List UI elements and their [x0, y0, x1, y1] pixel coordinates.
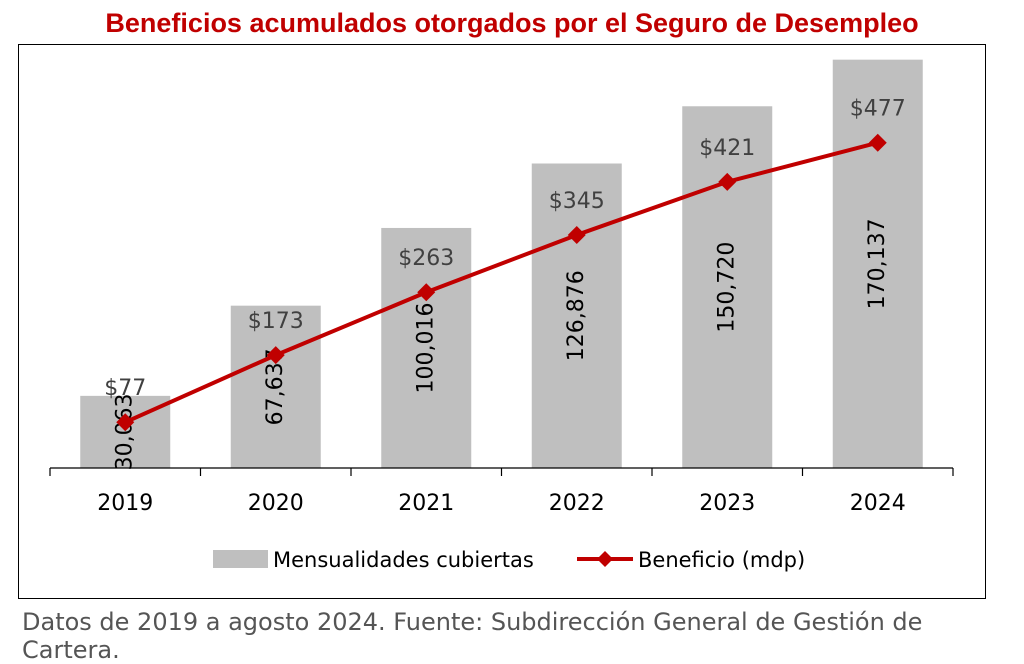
legend-label-line: Beneficio (mdp): [638, 548, 805, 572]
line-point-2022: [567, 225, 586, 244]
bar-2024: [832, 59, 923, 468]
x-tick-label: 2022: [549, 491, 605, 516]
bar-2023: [682, 106, 773, 468]
line-point-2021: [417, 283, 436, 302]
legend-swatch-bars: [213, 550, 268, 568]
bar-value-label: 170,137: [865, 218, 890, 309]
chart-frame: [18, 44, 986, 599]
line-point-2020: [266, 346, 285, 365]
line-point-2023: [718, 172, 737, 191]
line-point-2019: [116, 413, 135, 432]
line-value-label: $77: [104, 376, 146, 401]
x-tick-label: 2024: [850, 491, 906, 516]
x-tick-label: 2020: [248, 491, 304, 516]
bar-value-label: 30,063: [113, 393, 138, 470]
line-beneficio: [124, 140, 879, 425]
line-value-label: $345: [549, 189, 605, 214]
x-tick-label: 2019: [97, 491, 153, 516]
x-tick-label: 2023: [699, 491, 755, 516]
line-value-label: $263: [398, 246, 454, 271]
footnote: Datos de 2019 a agosto 2024. Fuente: Sub…: [22, 608, 923, 664]
line-value-label: $173: [248, 309, 304, 334]
legend-label-bars: Mensualidades cubiertas: [273, 548, 534, 572]
line-point-2024: [868, 133, 887, 152]
bar-2022: [531, 163, 622, 468]
line-value-label: $477: [850, 97, 906, 122]
bar-value-label: 150,720: [715, 242, 740, 333]
bar-2020: [230, 305, 321, 468]
legend-marker-line: [597, 551, 613, 567]
chart-title: Beneficios acumulados otorgados por el S…: [105, 8, 919, 38]
bar-2021: [381, 227, 472, 468]
bar-value-label: 126,876: [564, 270, 589, 361]
line-value-label: $421: [699, 136, 755, 161]
bar-value-label: 100,016: [414, 302, 439, 393]
x-tick-label: 2021: [398, 491, 454, 516]
